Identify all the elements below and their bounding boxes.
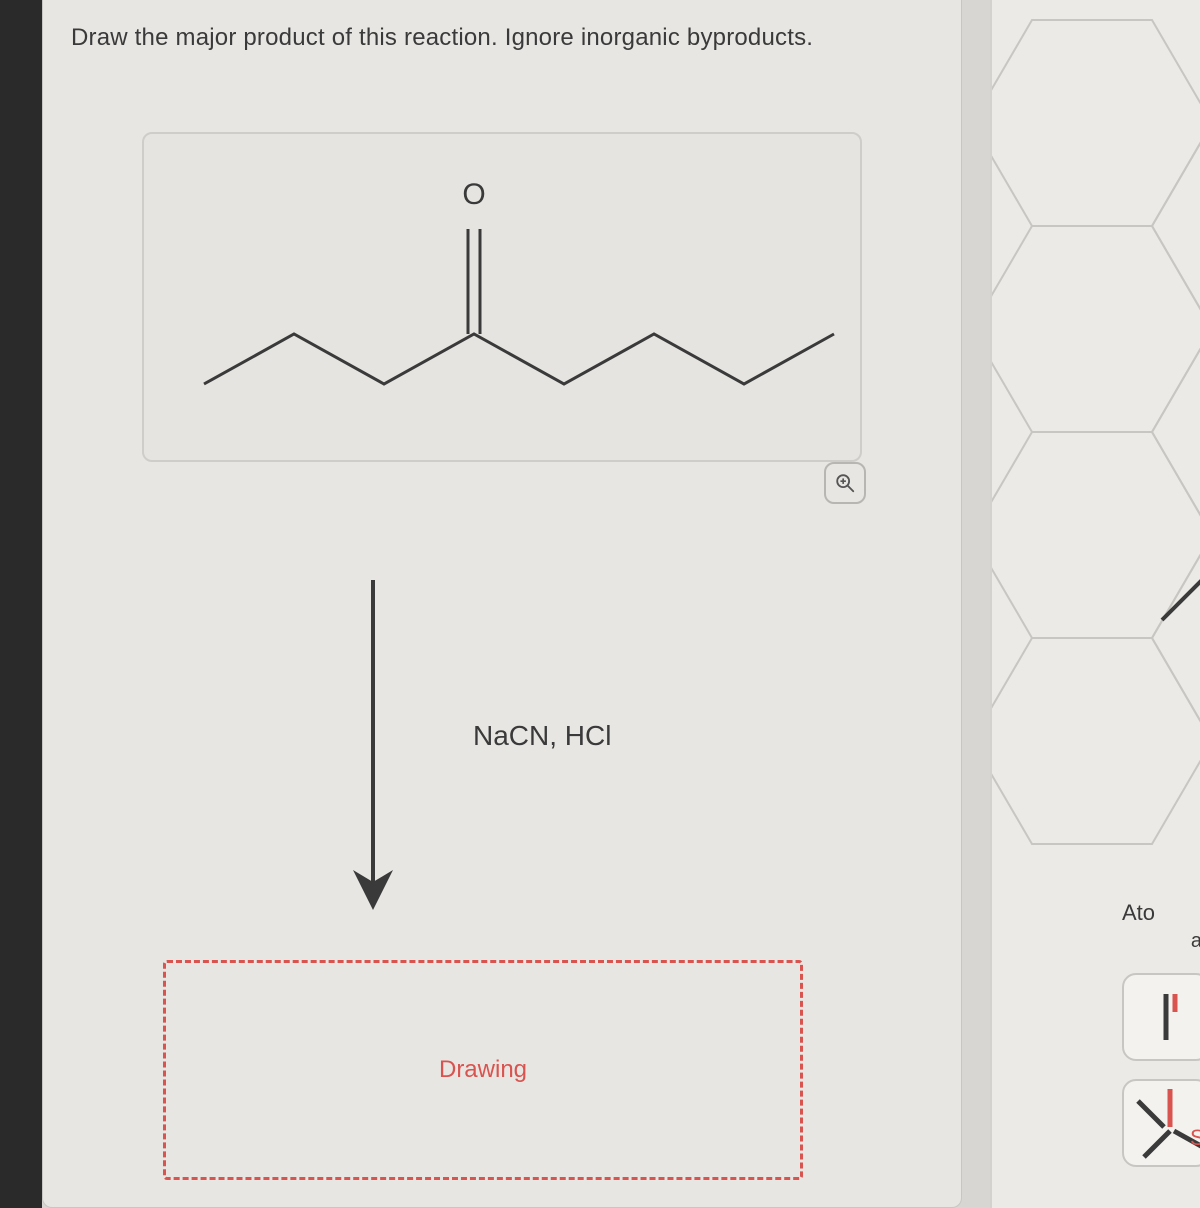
svg-text:O: O [462, 178, 485, 211]
right-tool-panel: Ato a S [990, 0, 1200, 1208]
bond-icon [1131, 982, 1200, 1052]
ketone-structure-svg: O [144, 134, 864, 464]
product-drawing-dropzone[interactable]: Drawing [163, 960, 803, 1180]
palette-bond-button[interactable] [1122, 973, 1200, 1061]
left-black-bar [0, 0, 42, 1208]
zoom-button[interactable] [824, 462, 866, 504]
palette-subheading: a [1122, 930, 1200, 953]
palette-stereo-button[interactable]: S [1122, 1079, 1200, 1167]
question-panel: Draw the major product of this reaction.… [42, 0, 962, 1208]
stereo-icon: S [1124, 1079, 1200, 1167]
stereo-s-label: S [1190, 1125, 1200, 1150]
atom-palette: Ato a S [1122, 900, 1200, 1185]
palette-heading: Ato [1122, 900, 1200, 926]
hex-background [992, 0, 1200, 900]
reagents-label: NaCN, HCl [473, 720, 611, 752]
drawing-placeholder-label: Drawing [439, 1056, 527, 1084]
question-prompt: Draw the major product of this reaction.… [71, 24, 933, 52]
zoom-icon [834, 472, 856, 494]
reaction-arrow-block: NaCN, HCl [243, 570, 803, 910]
starting-material-box[interactable]: O [142, 132, 862, 462]
